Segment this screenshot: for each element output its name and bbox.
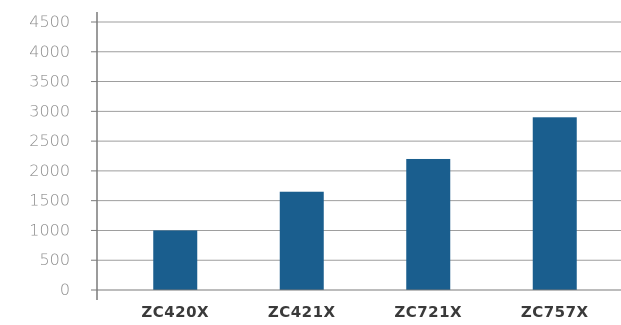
y-tick-label: 500 bbox=[39, 250, 70, 269]
y-tick-label: 2000 bbox=[29, 161, 70, 180]
y-tick-label: 4500 bbox=[29, 12, 70, 31]
axes bbox=[91, 12, 621, 300]
bar bbox=[153, 230, 198, 290]
y-tick-label: 3000 bbox=[29, 101, 70, 120]
bar bbox=[406, 158, 451, 290]
y-tick-label: 0 bbox=[60, 280, 70, 299]
y-tick-label: 1500 bbox=[29, 191, 70, 210]
y-tick-label: 1000 bbox=[29, 220, 70, 239]
bar bbox=[532, 117, 577, 291]
y-tick-label: 3500 bbox=[29, 72, 70, 91]
bar bbox=[279, 191, 324, 290]
y-tick-labels: 0 500 1000 1500 2000 2500 3000 3500 4000 4500 bbox=[29, 12, 70, 299]
x-tick-labels: ZC420X ZC421X ZC721X ZC757X bbox=[141, 303, 588, 321]
x-tick-label: ZC421X bbox=[268, 303, 336, 321]
x-tick-label: ZC721X bbox=[394, 303, 462, 321]
x-tick-label: ZC420X bbox=[141, 303, 209, 321]
y-tick-label: 4000 bbox=[29, 42, 70, 61]
bars bbox=[153, 117, 577, 291]
y-tick-label: 2500 bbox=[29, 131, 70, 150]
x-tick-label: ZC757X bbox=[521, 303, 589, 321]
